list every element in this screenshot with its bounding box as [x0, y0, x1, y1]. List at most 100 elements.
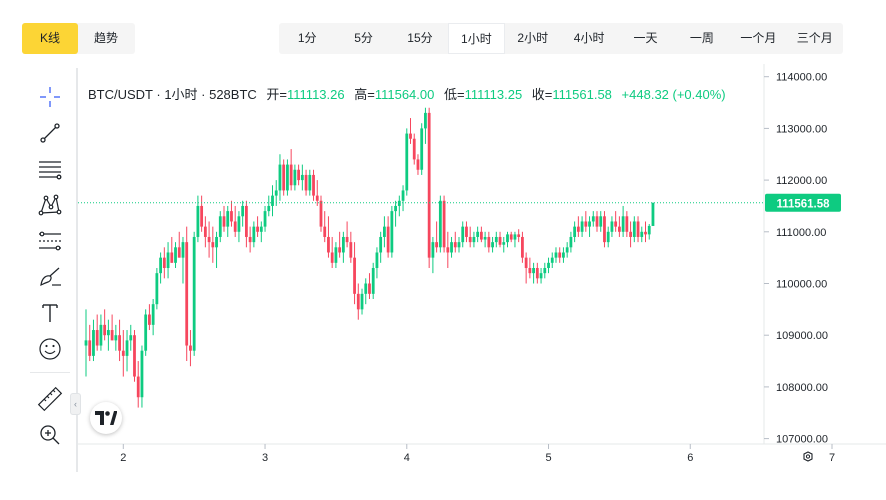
chart-legend: BTC/USDT · 1小时 · 528BTC 开=111113.26 高=11…	[88, 84, 726, 103]
candle-body	[424, 112, 427, 129]
candle-body	[621, 216, 625, 232]
candle-body	[461, 226, 465, 243]
candle-body	[315, 195, 319, 201]
candle-body	[263, 211, 267, 227]
candle-body	[584, 221, 588, 227]
ruler-icon[interactable]	[30, 384, 70, 414]
candle-body	[412, 138, 416, 160]
candle-body	[405, 133, 409, 191]
legend-low-value: 111113.25	[464, 87, 523, 102]
candle-body	[248, 236, 252, 243]
toolbar-divider	[30, 372, 70, 373]
candle-body	[632, 221, 636, 237]
candle-body	[435, 242, 439, 248]
candle-body	[606, 231, 610, 243]
tradingview-logo[interactable]	[90, 402, 122, 434]
zoom-in-icon[interactable]	[30, 420, 70, 450]
interval-5m[interactable]: 5分	[354, 31, 373, 45]
candlestick-chart[interactable]: 114000.00 113000.00 112000.00 111000.00 1100…	[78, 64, 886, 500]
candle-body	[517, 234, 521, 237]
candle-body	[330, 252, 334, 263]
candle-body	[543, 267, 547, 274]
legend-low-label: 低=	[443, 87, 465, 102]
interval-1w[interactable]: 一周	[689, 31, 714, 45]
candle-body	[327, 236, 330, 253]
interval-3mo[interactable]: 三个月	[796, 31, 833, 45]
interval-1h[interactable]: 1小时	[448, 23, 505, 54]
candle-body	[386, 226, 390, 253]
candle-body	[334, 247, 338, 263]
candle-body	[353, 257, 356, 294]
y-tick-label: 108000.00	[776, 382, 828, 394]
candle-body	[502, 242, 506, 245]
candle-body	[487, 236, 491, 248]
candle-body	[554, 252, 558, 258]
candle-body	[375, 252, 379, 268]
candle-body	[651, 202, 655, 226]
candle-body	[200, 205, 204, 227]
y-tick-label: 107000.00	[776, 434, 828, 446]
candle-body	[166, 252, 170, 268]
candle-body	[338, 247, 342, 253]
x-tick-label: 6	[687, 452, 693, 464]
candle-body	[92, 330, 95, 356]
y-tick-label: 114000.00	[776, 72, 827, 84]
interval-1m[interactable]: 1分	[297, 31, 317, 45]
candle-body	[438, 200, 442, 248]
interval-4h[interactable]: 4小时	[573, 31, 605, 45]
candle-body	[427, 112, 431, 258]
tab-trend[interactable]: 趋势	[93, 31, 118, 45]
candle-body	[595, 216, 599, 227]
interval-1mo[interactable]: 一个月	[740, 31, 777, 45]
candle-body	[312, 174, 315, 196]
candle-body	[189, 345, 192, 351]
candle-body	[151, 304, 155, 325]
candle-body	[506, 234, 509, 243]
brush-icon[interactable]	[30, 262, 70, 292]
candle-body	[453, 242, 457, 248]
candle-body	[379, 236, 383, 253]
settings-icon[interactable]	[803, 451, 813, 462]
candle-body	[539, 273, 543, 279]
interval-1d[interactable]: 一天	[633, 31, 658, 45]
legend-high-value: 111564.00	[374, 87, 435, 102]
crosshair-icon[interactable]	[30, 82, 70, 112]
interval-tabs: 1分 5分 15分 1小时 2小时 4小时 一天 一周 一个月 三个月	[279, 23, 843, 54]
candle-body	[617, 226, 621, 232]
last-price-label: 111561.58	[776, 198, 830, 210]
candle-body	[159, 257, 162, 274]
candle-body	[383, 226, 386, 237]
candle-body	[610, 221, 614, 232]
emoji-icon[interactable]	[30, 334, 70, 364]
fib-retracement-icon[interactable]	[30, 226, 70, 256]
candle-body	[293, 169, 297, 186]
candle-body	[479, 231, 483, 240]
candle-body	[121, 350, 125, 356]
candle-body	[256, 226, 259, 232]
candle-body	[345, 236, 349, 243]
candle-body	[341, 236, 345, 253]
trend-line-icon[interactable]	[30, 118, 70, 148]
candle-body	[528, 267, 532, 274]
candle-body	[558, 252, 562, 258]
x-tick-label: 2	[120, 452, 126, 464]
interval-15m[interactable]: 15分	[407, 31, 433, 45]
candle-body	[569, 236, 573, 248]
candle-body	[103, 324, 107, 336]
pattern-icon[interactable]	[30, 190, 70, 220]
interval-2h[interactable]: 2小时	[517, 31, 549, 45]
candle-body	[114, 335, 118, 341]
candle-body	[446, 247, 450, 253]
candle-body	[319, 200, 323, 227]
candle-body	[356, 293, 360, 310]
candle-body	[129, 335, 133, 341]
candle-body	[491, 242, 494, 248]
tab-kline[interactable]: K线	[22, 23, 78, 54]
text-tool-icon[interactable]	[30, 298, 70, 328]
candle-body	[148, 314, 151, 325]
candle-body	[636, 221, 640, 237]
collapse-toolbar-button[interactable]: ‹	[70, 393, 81, 415]
candle-body	[99, 324, 103, 346]
candle-body	[323, 226, 327, 237]
horizontal-lines-icon[interactable]	[30, 154, 70, 184]
